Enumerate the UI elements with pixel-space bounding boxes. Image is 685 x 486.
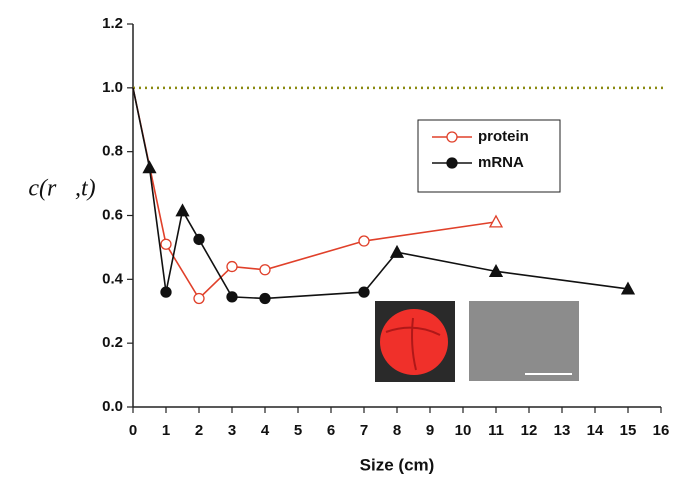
x-tick-label: 8 <box>393 422 401 439</box>
x-tick-label: 10 <box>455 422 472 439</box>
x-tick-label: 13 <box>554 422 571 439</box>
marker <box>226 291 238 303</box>
series-line <box>132 87 629 300</box>
marker <box>193 233 205 246</box>
y-tick-label: 1.0 <box>102 79 123 96</box>
marker <box>358 235 370 247</box>
y-tick-label: 0.4 <box>102 270 124 287</box>
marker <box>193 292 205 305</box>
legend-box <box>417 119 561 193</box>
x-tick-label: 9 <box>426 422 434 439</box>
photo-tumor-blob <box>380 309 448 375</box>
x-tick-label: 7 <box>360 422 368 439</box>
y-axis-label: c(r⃗,t) <box>28 176 95 202</box>
y-tick-label: 0.2 <box>102 334 123 351</box>
marker <box>259 292 271 305</box>
x-tick-label: 2 <box>195 422 203 439</box>
x-tick-label: 12 <box>521 422 538 439</box>
marker <box>175 203 190 217</box>
x-tick-label: 6 <box>327 422 335 439</box>
y-tick-label: 0.6 <box>102 206 123 223</box>
x-tick-label: 4 <box>261 422 270 439</box>
marker <box>620 281 636 295</box>
x-tick-label: 0 <box>129 422 137 439</box>
photo-tumor-lines <box>385 317 441 371</box>
marker <box>488 214 504 228</box>
x-axis-label: Size (cm) <box>360 455 435 474</box>
marker <box>358 286 370 298</box>
photo-micrograph <box>469 301 579 381</box>
y-tick-label: 0.8 <box>102 143 123 160</box>
inset-photos <box>375 301 579 382</box>
x-tick-label: 5 <box>294 422 302 439</box>
y-tick-label: 1.2 <box>102 15 123 32</box>
x-tick-label: 15 <box>620 422 637 439</box>
x-tick-label: 11 <box>488 422 504 439</box>
marker <box>142 160 157 174</box>
legend-marker <box>446 157 458 169</box>
marker <box>259 264 271 276</box>
marker <box>488 263 504 278</box>
x-tick-label: 1 <box>162 422 170 439</box>
x-tick-label: 3 <box>228 422 236 439</box>
series-line <box>132 87 497 300</box>
marker <box>226 260 238 273</box>
y-tick-label: 0.0 <box>102 398 123 415</box>
marker <box>160 286 172 298</box>
x-tick-label: 16 <box>653 422 670 439</box>
x-tick-label: 14 <box>587 422 604 439</box>
marker <box>160 238 172 250</box>
legend-label: mRNA <box>478 154 524 171</box>
legend-marker <box>446 131 458 143</box>
marker <box>389 244 405 258</box>
legend-label: protein <box>478 128 529 145</box>
